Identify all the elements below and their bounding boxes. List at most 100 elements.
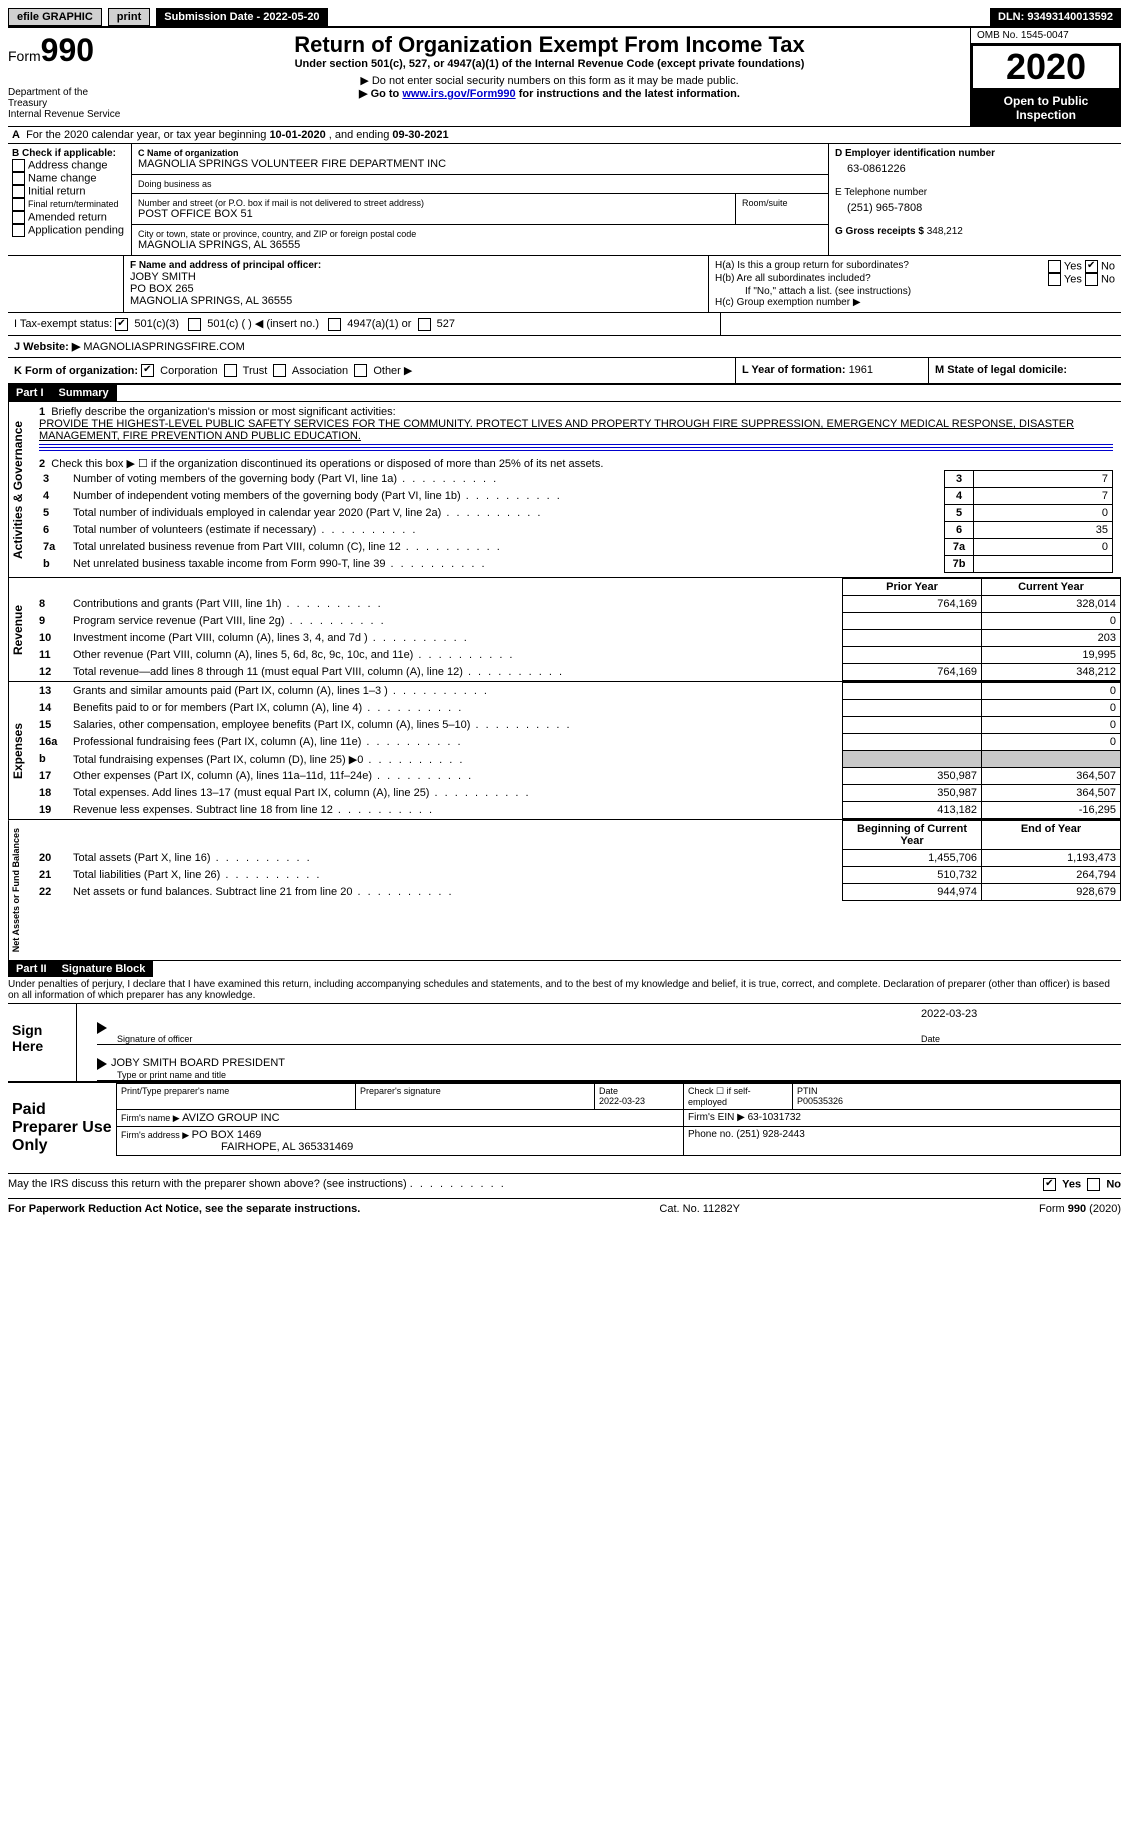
ha-no[interactable]	[1085, 260, 1098, 273]
side-expenses: Expenses	[8, 682, 31, 819]
firm-addr-label: Firm's address ▶	[121, 1130, 192, 1140]
officer-name: JOBY SMITH	[130, 271, 702, 283]
self-emp-label: Check ☐ if self-employed	[684, 1083, 793, 1109]
form-title: Return of Organization Exempt From Incom…	[133, 32, 966, 58]
opt-527: 527	[437, 318, 455, 330]
firm-phone-value: (251) 928-2443	[736, 1129, 804, 1140]
table-row: 9 Program service revenue (Part VIII, li…	[31, 613, 1121, 630]
opt-other: Other ▶	[373, 365, 412, 377]
table-row: 14 Benefits paid to or for members (Part…	[31, 700, 1121, 717]
line-a: A For the 2020 calendar year, or tax yea…	[8, 126, 1121, 143]
note-ssn: ▶ Do not enter social security numbers o…	[133, 74, 966, 87]
footer-mid: Cat. No. 11282Y	[659, 1203, 740, 1215]
hb-label: H(b) Are all subordinates included?	[715, 273, 975, 286]
form-header: Form990 Department of the Treasury Inter…	[8, 26, 1121, 126]
check-address[interactable]: Address change	[12, 159, 127, 172]
table-row: 16a Professional fundraising fees (Part …	[31, 734, 1121, 751]
prep-date-value: 2022-03-23	[599, 1096, 645, 1106]
org-city: MAGNOLIA SPRINGS, AL 36555	[138, 239, 822, 251]
section-b-heading: B Check if applicable:	[12, 148, 127, 159]
firm-ein-value: 63-1031732	[748, 1112, 801, 1123]
table-row: 6 Total number of volunteers (estimate i…	[39, 522, 1113, 539]
firm-name-value: AVIZO GROUP INC	[182, 1112, 279, 1124]
line-a-mid: , and ending	[326, 129, 393, 141]
check-other[interactable]	[354, 364, 367, 377]
table-row: 7a Total unrelated business revenue from…	[39, 539, 1113, 556]
check-4947[interactable]	[328, 318, 341, 331]
org-address: POST OFFICE BOX 51	[138, 208, 729, 220]
ptin-value: P00535326	[797, 1096, 843, 1106]
addr-label: Number and street (or P.O. box if mail i…	[138, 198, 729, 208]
line-k-row: K Form of organization: Corporation Trus…	[8, 357, 1121, 386]
table-row: 21 Total liabilities (Part X, line 26) 5…	[31, 867, 1121, 884]
check-initial[interactable]: Initial return	[12, 185, 127, 198]
check-527[interactable]	[418, 318, 431, 331]
firm-name-label: Firm's name ▶	[121, 1113, 182, 1123]
check-final[interactable]: Final return/terminated	[12, 198, 127, 211]
gross-value: 348,212	[927, 226, 963, 237]
check-corp[interactable]	[141, 364, 154, 377]
year-form-value: 1961	[849, 364, 873, 376]
efile-button[interactable]: efile GRAPHIC	[8, 8, 102, 26]
irs-link[interactable]: www.irs.gov/Form990	[402, 88, 515, 100]
dln-value: 93493140013592	[1027, 11, 1113, 23]
tax-year-begin: 10-01-2020	[269, 129, 325, 141]
arrow-icon-2	[97, 1058, 107, 1070]
discuss-no[interactable]	[1087, 1178, 1100, 1191]
sig-date-value: 2022-03-23	[921, 1004, 1121, 1034]
check-assoc[interactable]	[273, 364, 286, 377]
submission-date: Submission Date - 2022-05-20	[156, 8, 327, 26]
table-row: 18 Total expenses. Add lines 13–17 (must…	[31, 785, 1121, 802]
form-num: 990	[41, 32, 94, 68]
officer-addr2: MAGNOLIA SPRINGS, AL 36555	[130, 295, 702, 307]
part1-exp: Expenses 13 Grants and similar amounts p…	[8, 681, 1121, 819]
header-grid: B Check if applicable: Address change Na…	[8, 143, 1121, 255]
tax-year-end: 09-30-2021	[392, 129, 448, 141]
line2-label: Check this box ▶ ☐ if the organization d…	[51, 458, 603, 470]
hb-note: If "No," attach a list. (see instruction…	[715, 286, 1115, 297]
ptin-label: PTIN	[797, 1086, 818, 1096]
table-row: 15 Salaries, other compensation, employe…	[31, 717, 1121, 734]
form-number: Form990	[8, 32, 123, 69]
check-trust[interactable]	[224, 364, 237, 377]
check-address-label: Address change	[28, 159, 108, 171]
type-name-label: Type or print name and title	[97, 1070, 1121, 1081]
check-name[interactable]: Name change	[12, 172, 127, 185]
submission-value: 2022-05-20	[263, 11, 319, 23]
print-button[interactable]: print	[108, 8, 150, 26]
side-governance: Activities & Governance	[8, 402, 31, 577]
ha-yes[interactable]	[1048, 260, 1061, 273]
discuss-yes[interactable]	[1043, 1178, 1056, 1191]
arrow-icon	[97, 1022, 107, 1034]
part1-title: Summary	[51, 385, 117, 401]
room-label: Room/suite	[742, 198, 822, 208]
firm-addr2-value: FAIRHOPE, AL 365331469	[121, 1141, 353, 1153]
omb: OMB No. 1545-0047	[971, 28, 1121, 44]
declaration-text: Under penalties of perjury, I declare th…	[8, 977, 1121, 1003]
website-value: MAGNOLIASPRINGSFIRE.COM	[83, 341, 244, 353]
state-label: M State of legal domicile:	[935, 364, 1067, 376]
part2-title: Signature Block	[54, 961, 154, 977]
no-label: No	[1101, 260, 1115, 272]
org-name-label: C Name of organization	[138, 148, 822, 158]
prep-sig-label: Preparer's signature	[356, 1083, 595, 1109]
part1-rev: Revenue Prior Year Current Year8 Contrib…	[8, 577, 1121, 681]
note2-post: for instructions and the latest informat…	[516, 88, 740, 100]
hb-yes[interactable]	[1048, 273, 1061, 286]
form-subtitle: Under section 501(c), 527, or 4947(a)(1)…	[133, 58, 966, 70]
check-501c3[interactable]	[115, 318, 128, 331]
paid-preparer-label: Paid Preparer Use Only	[8, 1083, 116, 1173]
check-501c[interactable]	[188, 318, 201, 331]
section-f-h: F Name and address of principal officer:…	[8, 255, 1121, 312]
line-i-row: I Tax-exempt status: 501(c)(3) 501(c) ( …	[8, 312, 1121, 335]
netassets-table: Beginning of Current Year End of Year20 …	[31, 820, 1121, 901]
discuss-yes-label: Yes	[1062, 1178, 1081, 1190]
table-row: 3 Number of voting members of the govern…	[39, 471, 1113, 488]
part1-gov: Activities & Governance 1 Briefly descri…	[8, 401, 1121, 577]
hb-no[interactable]	[1085, 273, 1098, 286]
check-pending[interactable]: Application pending	[12, 224, 127, 237]
firm-addr-value: PO BOX 1469	[192, 1129, 262, 1141]
sign-here-block: Sign Here 2022-03-23 Signature of office…	[8, 1003, 1121, 1080]
table-row: 10 Investment income (Part VIII, column …	[31, 630, 1121, 647]
check-amended[interactable]: Amended return	[12, 211, 127, 224]
